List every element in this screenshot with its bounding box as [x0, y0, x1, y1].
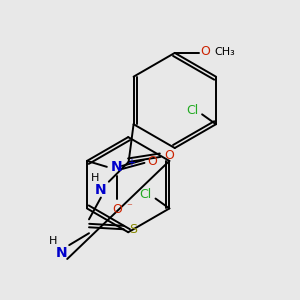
- Text: O: O: [148, 155, 157, 168]
- Text: Cl: Cl: [139, 188, 152, 201]
- Text: H: H: [91, 173, 99, 183]
- Text: O: O: [112, 202, 122, 215]
- Text: O: O: [164, 149, 174, 162]
- Text: CH₃: CH₃: [214, 47, 235, 57]
- Text: H: H: [49, 236, 57, 246]
- Text: N: N: [111, 160, 123, 174]
- Text: ⁻: ⁻: [127, 202, 133, 212]
- Text: +: +: [127, 158, 135, 168]
- Text: Cl: Cl: [186, 104, 198, 117]
- Text: O: O: [200, 45, 210, 58]
- Text: N: N: [95, 183, 107, 196]
- Text: N: N: [56, 246, 67, 260]
- Text: S: S: [129, 223, 136, 236]
